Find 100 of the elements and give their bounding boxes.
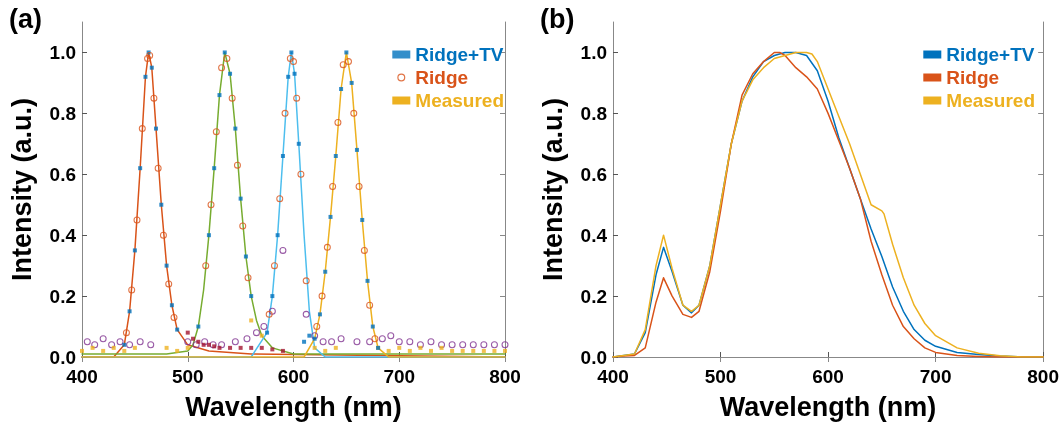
legend-label: Ridge+TV xyxy=(415,44,504,65)
point xyxy=(223,55,231,63)
point xyxy=(459,341,467,349)
point xyxy=(450,348,455,353)
point xyxy=(170,313,178,321)
x-tick-label: 600 xyxy=(277,366,310,387)
x-tick-label: 600 xyxy=(812,366,844,387)
point xyxy=(228,94,236,102)
point xyxy=(239,222,247,230)
point xyxy=(252,329,260,337)
point xyxy=(191,336,196,341)
point xyxy=(328,338,336,346)
point xyxy=(132,345,137,350)
point xyxy=(428,348,433,353)
point xyxy=(329,182,337,190)
point xyxy=(184,338,192,346)
legend-label: Measured xyxy=(946,90,1035,111)
point xyxy=(503,348,507,353)
point xyxy=(492,348,497,353)
point xyxy=(395,338,403,346)
point xyxy=(469,341,477,349)
point xyxy=(169,303,174,308)
point xyxy=(354,147,359,152)
point xyxy=(471,348,476,353)
y-tick-label: 0.4 xyxy=(49,224,77,246)
point xyxy=(323,243,331,251)
point xyxy=(165,280,173,288)
point xyxy=(80,348,84,353)
point xyxy=(297,170,305,178)
point xyxy=(370,324,375,329)
point xyxy=(238,196,243,201)
x-tick-label: 500 xyxy=(171,366,204,387)
y-tick-label: 0.2 xyxy=(49,285,76,307)
legend-label: Ridge+TV xyxy=(946,44,1035,65)
point xyxy=(122,348,127,353)
point xyxy=(175,327,180,332)
x-tick-label: 800 xyxy=(489,366,521,387)
point xyxy=(371,335,379,343)
point xyxy=(212,166,217,171)
point xyxy=(196,339,201,344)
point xyxy=(448,341,456,349)
point xyxy=(149,65,154,70)
point xyxy=(212,128,220,136)
point xyxy=(333,154,338,158)
point xyxy=(128,286,136,294)
point xyxy=(350,109,358,117)
point xyxy=(175,348,180,353)
point xyxy=(111,345,116,350)
point xyxy=(259,345,264,350)
point xyxy=(206,342,211,347)
point xyxy=(217,93,222,98)
point xyxy=(217,345,222,350)
point xyxy=(328,214,333,219)
point xyxy=(418,345,423,350)
point xyxy=(307,333,312,338)
point xyxy=(312,345,317,350)
point xyxy=(249,318,254,323)
point xyxy=(334,119,342,126)
point xyxy=(355,182,363,190)
y-tick-label: 0.8 xyxy=(580,102,607,124)
point xyxy=(202,262,210,270)
point xyxy=(302,277,310,285)
point xyxy=(397,345,402,350)
point xyxy=(147,341,155,349)
point xyxy=(480,341,488,349)
point xyxy=(243,335,251,343)
point xyxy=(222,50,227,55)
point xyxy=(293,94,301,102)
point xyxy=(365,278,370,283)
point xyxy=(126,341,134,349)
point xyxy=(159,202,164,207)
x-axis-title: Wavelength (nm) xyxy=(185,391,402,422)
point xyxy=(185,345,190,350)
point xyxy=(122,342,127,347)
point xyxy=(281,109,289,117)
x-tick-label: 400 xyxy=(597,366,629,387)
point xyxy=(333,345,338,350)
point xyxy=(276,195,284,203)
point xyxy=(378,335,386,343)
point xyxy=(150,94,158,102)
point xyxy=(319,338,327,346)
y-axis-title: Intensity (a.u.) xyxy=(6,97,37,282)
x-tick-label: 400 xyxy=(66,366,98,387)
point xyxy=(144,55,152,63)
x-tick-label: 500 xyxy=(704,366,737,387)
point xyxy=(296,141,301,146)
point xyxy=(360,217,365,222)
point xyxy=(206,233,211,238)
y-tick-label: 0.2 xyxy=(580,285,607,307)
point xyxy=(490,341,498,349)
point xyxy=(233,126,238,131)
point xyxy=(302,310,310,318)
point xyxy=(159,231,167,239)
point xyxy=(302,339,307,344)
point xyxy=(265,330,270,335)
point xyxy=(279,246,287,254)
point xyxy=(231,338,239,346)
point xyxy=(233,161,241,169)
y-tick-label: 1.0 xyxy=(49,41,76,63)
point xyxy=(154,164,162,172)
